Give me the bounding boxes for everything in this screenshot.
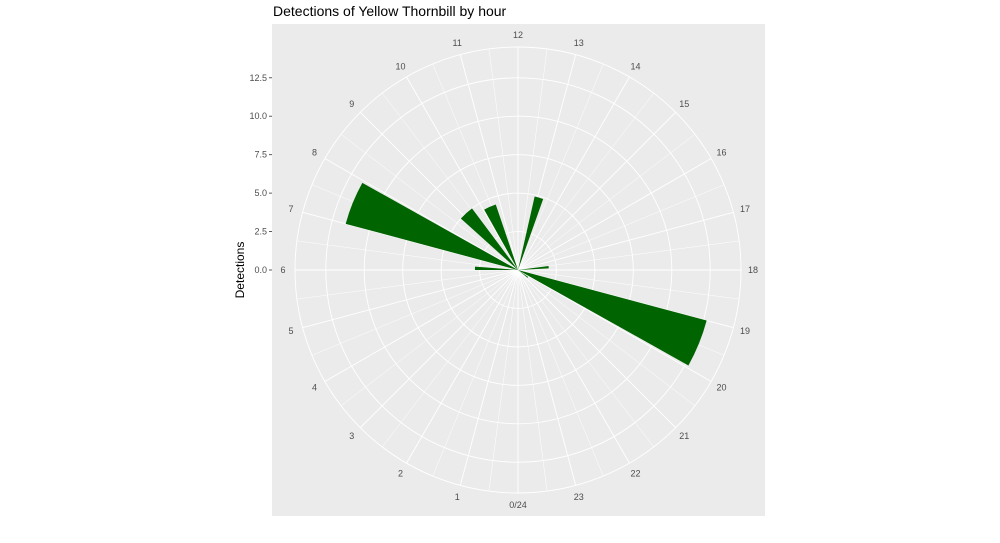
bar-hour-7: [518, 270, 529, 278]
grid-spoke-minor: [517, 269, 604, 477]
bar-hour-0: [474, 266, 518, 270]
hour-label-22: 22: [630, 469, 640, 479]
grid-spoke: [359, 269, 519, 429]
hour-label-20: 20: [716, 383, 726, 393]
bar-hour-1: [345, 182, 518, 270]
grid-spoke-minor: [340, 134, 519, 271]
grid-spoke: [302, 269, 519, 329]
grid-spoke: [517, 269, 712, 382]
bar-hour-6: [518, 270, 707, 366]
hour-label-19: 19: [740, 326, 750, 336]
hour-label-4: 4: [312, 383, 317, 393]
y-tick-label: 5.0: [254, 188, 267, 198]
grid-spoke-minor: [517, 48, 548, 271]
grid-spoke-minor: [517, 134, 696, 271]
grid-spoke-minor: [517, 269, 696, 406]
hour-label-15: 15: [679, 99, 689, 109]
bar-hour-2: [460, 208, 518, 270]
grid-spoke: [517, 111, 677, 271]
grid-spoke: [324, 269, 519, 382]
hour-label-23: 23: [574, 492, 584, 502]
grid-spoke-minor: [432, 269, 519, 477]
hour-label-12: 12: [513, 30, 523, 40]
grid-spoke: [517, 158, 712, 271]
hour-label-16: 16: [716, 148, 726, 158]
y-tick-label: 12.5: [249, 73, 267, 83]
grid-spoke: [517, 76, 630, 271]
hour-label-1: 1: [455, 492, 460, 502]
bar-layer: [345, 182, 707, 366]
grid-spoke: [302, 211, 519, 271]
grid-spoke-minor: [340, 269, 519, 406]
y-tick-label: 7.5: [254, 150, 267, 160]
grid-spoke: [517, 269, 734, 329]
hour-label-11: 11: [453, 38, 462, 48]
hour-label-8: 8: [312, 148, 317, 158]
chart-title: Detections of Yellow Thornbill by hour: [273, 3, 507, 19]
bar-hour-5: [518, 265, 549, 270]
grid-spoke: [517, 269, 577, 486]
grid-spoke-minor: [517, 269, 548, 492]
hour-label-3: 3: [349, 431, 354, 441]
hour-label-10: 10: [395, 62, 405, 72]
hour-label-18: 18: [748, 265, 758, 275]
grid-spoke-minor: [382, 269, 519, 448]
y-tick-label: 10.0: [249, 111, 267, 121]
grid-spoke: [459, 54, 519, 271]
grid-spoke-minor: [488, 48, 519, 271]
grid-spoke-minor: [517, 63, 604, 271]
hour-label-9: 9: [349, 99, 354, 109]
grid-spoke-minor: [488, 269, 519, 492]
grid-spoke-minor: [517, 240, 740, 271]
grid-spoke-minor: [517, 184, 725, 271]
y-axis-label: Detections: [233, 242, 247, 299]
grid-spoke: [517, 211, 734, 271]
grid-spoke: [406, 76, 519, 271]
grid-spoke-minor: [517, 92, 654, 271]
grid-spoke: [324, 158, 519, 271]
hour-label-5: 5: [288, 326, 293, 336]
grid-spoke-minor: [296, 240, 519, 271]
grid-spoke: [459, 269, 519, 486]
grid-spoke-minor: [517, 269, 740, 300]
hour-labels: 0/24123456789101112131415161718192021222…: [280, 30, 758, 510]
hour-label-6: 6: [280, 265, 285, 275]
grid-spoke-minor: [311, 269, 519, 356]
grid-layer: [294, 46, 742, 494]
grid-spoke: [517, 269, 677, 429]
grid-spoke-minor: [296, 269, 519, 300]
hour-label-2: 2: [398, 469, 403, 479]
hour-label-0: 0/24: [509, 500, 527, 510]
y-tick-label: 2.5: [254, 227, 267, 237]
grid-spoke-minor: [517, 269, 654, 448]
grid-spoke: [406, 269, 519, 464]
bar-hour-4: [518, 196, 544, 270]
bar-hour-3: [484, 204, 518, 270]
hour-label-17: 17: [740, 204, 750, 214]
hour-label-14: 14: [630, 62, 640, 72]
hour-label-21: 21: [679, 431, 689, 441]
hour-label-7: 7: [288, 204, 293, 214]
hour-label-13: 13: [574, 38, 584, 48]
y-axis-ticks: 0.0 2.5 5.0 7.5 10.0 12.5: [249, 73, 272, 275]
y-tick-label: 0.0: [254, 265, 267, 275]
grid-spoke: [517, 269, 630, 464]
